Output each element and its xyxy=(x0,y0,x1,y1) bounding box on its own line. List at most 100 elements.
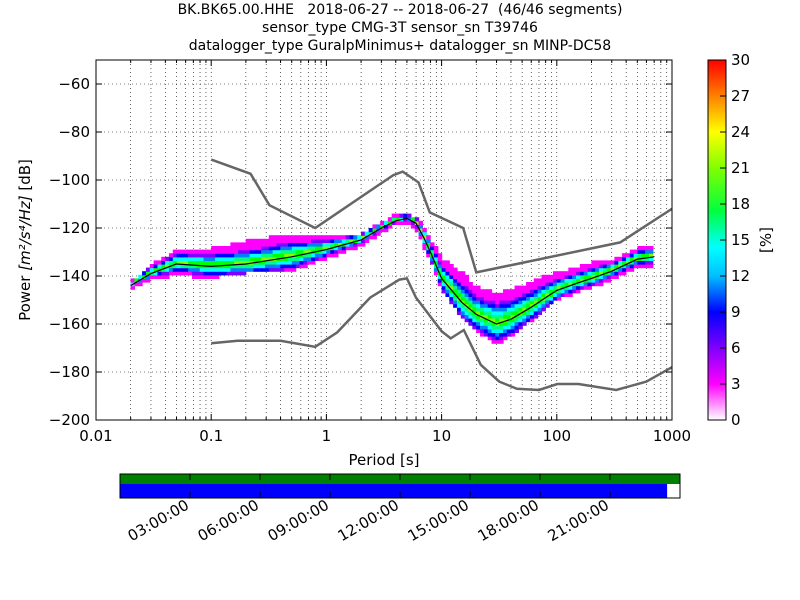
heatmap-cell xyxy=(449,300,454,305)
heatmap-cell xyxy=(622,264,627,269)
heatmap-cell xyxy=(518,300,523,305)
heatmap-cell xyxy=(261,238,266,243)
heatmap-cell xyxy=(295,238,301,243)
heatmap-cell xyxy=(284,253,289,258)
heatmap-cell xyxy=(491,328,496,333)
heatmap-cell xyxy=(510,292,516,297)
heatmap-cell xyxy=(249,246,255,251)
heatmap-cell xyxy=(522,285,527,290)
heatmap-cell xyxy=(226,256,231,261)
heatmap-cell xyxy=(441,260,447,265)
heatmap-cell xyxy=(188,253,193,258)
heatmap-cell xyxy=(529,282,535,287)
heatmap-cell xyxy=(537,282,543,287)
heatmap-cell xyxy=(625,264,631,269)
heatmap-cell xyxy=(648,253,654,258)
heatmap-cell xyxy=(599,260,604,265)
heatmap-cell xyxy=(587,278,592,283)
heatmap-cell xyxy=(357,242,362,247)
heatmap-cell xyxy=(268,253,274,258)
heatmap-cell xyxy=(249,253,255,258)
heatmap-cell xyxy=(245,238,251,243)
heatmap-cell xyxy=(510,303,516,308)
heatmap-cell xyxy=(564,285,569,290)
heatmap-cell xyxy=(215,253,220,258)
heatmap-cell xyxy=(456,282,462,287)
heatmap-cell xyxy=(514,303,519,308)
heatmap-cell xyxy=(326,253,331,258)
heatmap-cell xyxy=(541,274,546,279)
heatmap-cell xyxy=(207,256,212,261)
heatmap-cell xyxy=(645,249,650,254)
heatmap-cell xyxy=(218,246,224,251)
heatmap-cell xyxy=(648,246,654,251)
heatmap-cell xyxy=(587,282,592,287)
heatmap-cell xyxy=(268,242,274,247)
heatmap-cell xyxy=(476,292,481,297)
heatmap-cell xyxy=(526,303,531,308)
heatmap-cell xyxy=(449,292,454,297)
heatmap-cell xyxy=(510,314,516,319)
heatmap-cell xyxy=(249,242,255,247)
heatmap-cell xyxy=(153,271,159,276)
heatmap-cell xyxy=(491,332,496,337)
heatmap-cell xyxy=(514,318,519,323)
heatmap-cell xyxy=(337,235,343,240)
heatmap-cell xyxy=(418,228,423,233)
heatmap-cell xyxy=(464,310,470,315)
heatmap-cell xyxy=(641,246,646,251)
heatmap-cell xyxy=(572,285,577,290)
heatmap-cell xyxy=(188,267,193,272)
heatmap-cell xyxy=(357,235,362,240)
heatmap-cell xyxy=(284,256,289,261)
heatmap-cell xyxy=(633,256,639,261)
heatmap-cell xyxy=(303,264,308,269)
heatmap-cell xyxy=(449,289,454,294)
heatmap-cell xyxy=(426,238,431,243)
heatmap-cell xyxy=(311,235,316,240)
heatmap-cell xyxy=(472,303,477,308)
heatmap-cell xyxy=(487,300,493,305)
heatmap-cell xyxy=(556,278,562,283)
heatmap-cell xyxy=(529,310,535,315)
heatmap-cell xyxy=(599,278,604,283)
heatmap-cell xyxy=(491,318,496,323)
heatmap-cell xyxy=(234,256,239,261)
heatmap-cell xyxy=(215,249,220,254)
heatmap-cell xyxy=(456,300,462,305)
heatmap-cell xyxy=(499,318,504,323)
heatmap-cell xyxy=(499,328,504,333)
heatmap-cell xyxy=(564,292,569,297)
heatmap-cell xyxy=(606,274,612,279)
heatmap-cell xyxy=(272,260,278,265)
heatmap-cell xyxy=(349,238,354,243)
heatmap-cell xyxy=(172,260,178,265)
heatmap-cell xyxy=(583,285,589,290)
heatmap-cell xyxy=(518,303,523,308)
heatmap-cell xyxy=(138,282,143,287)
heatmap-cell xyxy=(487,303,493,308)
heatmap-cell xyxy=(414,224,420,229)
colorbar-tick-label: 21 xyxy=(731,159,750,177)
heatmap-cell xyxy=(272,235,278,240)
heatmap-cell xyxy=(464,285,470,290)
heatmap-cell xyxy=(299,249,304,254)
heatmap-cell xyxy=(602,274,608,279)
heatmap-cell xyxy=(503,303,508,308)
heatmap-cell xyxy=(514,321,519,326)
heatmap-cell xyxy=(503,336,508,341)
heatmap-cell xyxy=(218,260,224,265)
heatmap-cell xyxy=(648,256,654,261)
heatmap-cell xyxy=(291,267,297,272)
heatmap-cell xyxy=(506,310,512,315)
heatmap-cell xyxy=(414,217,420,222)
heatmap-cell xyxy=(199,271,205,276)
heatmap-cell xyxy=(568,271,573,276)
heatmap-cell xyxy=(648,249,654,254)
heatmap-cell xyxy=(549,292,554,297)
heatmap-cell xyxy=(460,310,466,315)
heatmap-cell xyxy=(510,300,516,305)
heatmap-cell xyxy=(556,274,562,279)
heatmap-cell xyxy=(349,242,354,247)
heatmap-cell xyxy=(591,271,596,276)
